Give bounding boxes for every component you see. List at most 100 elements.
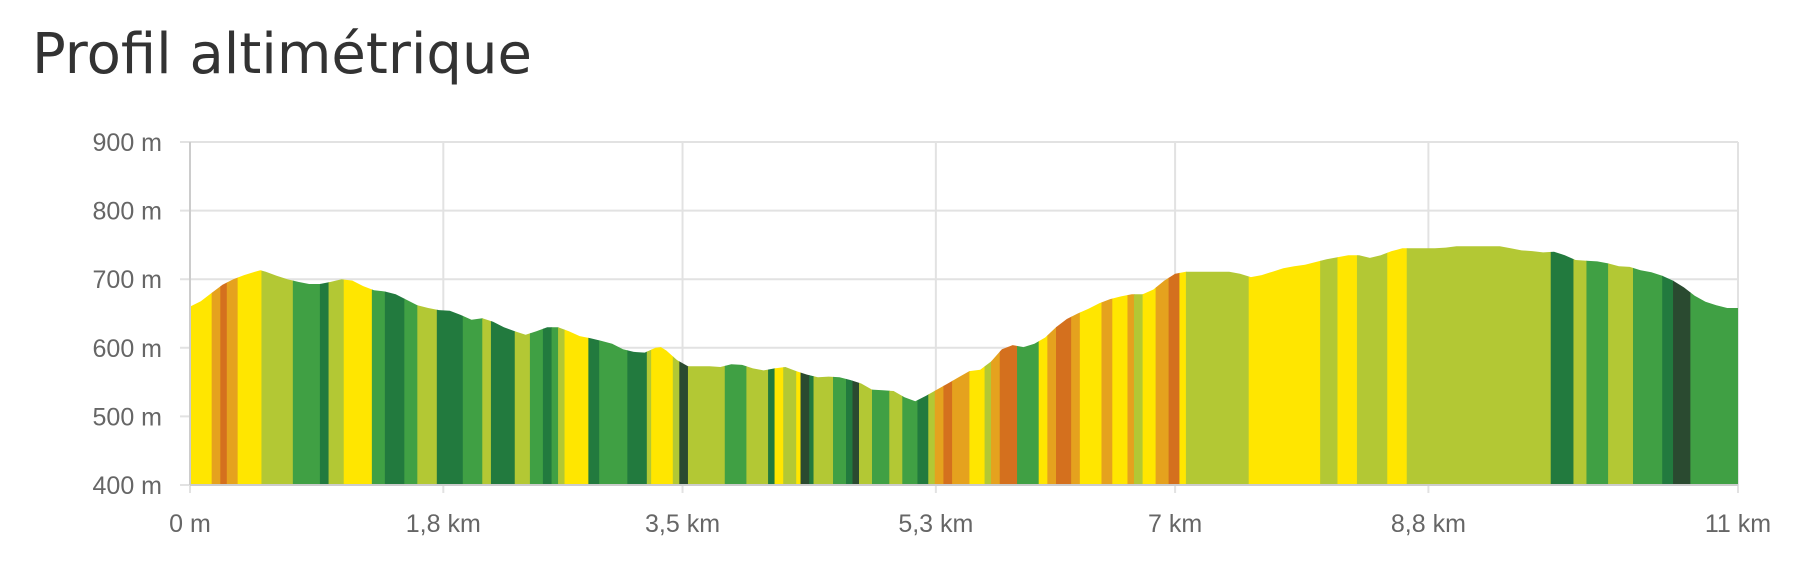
profile-segment-flat bbox=[1608, 246, 1634, 485]
chart-title: Profil altimétrique bbox=[32, 22, 532, 87]
profile-segment-flat bbox=[482, 246, 492, 485]
profile-segment-steep-down bbox=[542, 246, 553, 485]
profile-segment-moderate-up bbox=[237, 246, 263, 485]
profile-segment-moderate-up bbox=[1179, 246, 1187, 485]
profile-segment-steep-up bbox=[226, 246, 239, 485]
profile-segment-very-steep-down bbox=[679, 246, 689, 485]
profile-segment-moderate-up bbox=[190, 246, 213, 485]
profile-segment-steep-up bbox=[1101, 246, 1113, 485]
profile-segment-steep-down bbox=[809, 246, 815, 485]
x-tick-label: 3,5 km bbox=[645, 510, 720, 538]
profile-segment-flat bbox=[1356, 246, 1388, 485]
profile-segment-moderate-up bbox=[1142, 246, 1157, 485]
y-axis-tick-labels: 400 m 500 m 600 m 700 m 800 m 900 m bbox=[93, 129, 162, 500]
profile-segment-moderate-up bbox=[1079, 246, 1103, 485]
profile-segment-moderate-down bbox=[833, 246, 847, 485]
profile-segment-moderate-down bbox=[292, 246, 321, 485]
x-tick-label: 8,8 km bbox=[1391, 510, 1466, 538]
profile-segment-moderate-up bbox=[1112, 246, 1129, 485]
x-tick-label: 1,8 km bbox=[406, 510, 481, 538]
profile-segment-steep-down bbox=[1662, 246, 1674, 485]
profile-segment-steep-down bbox=[846, 246, 854, 485]
profile-segment-steep-down bbox=[917, 246, 929, 485]
profile-segment-flat bbox=[328, 246, 345, 485]
x-axis-tick-labels: 0 m 1,8 km 3,5 km 5,3 km 7 km 8,8 km 11 km bbox=[169, 510, 1771, 538]
profile-segment-steep-up bbox=[991, 246, 1001, 485]
profile-segment-moderate-up bbox=[1248, 246, 1280, 485]
profile-segment-flat bbox=[928, 246, 936, 485]
profile-segment-moderate-down bbox=[462, 246, 483, 485]
profile-segment-moderate-down bbox=[902, 246, 919, 485]
profile-segment-moderate-down bbox=[1690, 246, 1738, 485]
profile-segment-flat bbox=[417, 246, 438, 485]
profile-segment-moderate-up bbox=[564, 246, 589, 485]
profile-segment-flat bbox=[672, 246, 680, 485]
y-tick-label: 800 m bbox=[93, 198, 162, 226]
profile-segment-moderate-down bbox=[724, 246, 748, 485]
profile-segment-steep-down bbox=[1550, 246, 1575, 485]
profile-segment-very-steep-up bbox=[220, 246, 228, 485]
x-tick-label: 0 m bbox=[169, 510, 211, 538]
profile-segment-flat bbox=[1320, 246, 1339, 485]
y-tick-label: 700 m bbox=[93, 266, 162, 294]
profile-segment-moderate-down bbox=[1632, 246, 1663, 485]
y-tick-label: 900 m bbox=[93, 129, 162, 157]
profile-segment-moderate-down bbox=[551, 246, 559, 485]
profile-segment-flat bbox=[889, 246, 903, 485]
profile-segment-very-steep-down bbox=[800, 246, 810, 485]
x-tick-label: 7 km bbox=[1148, 510, 1202, 538]
profile-segment-very-steep-up bbox=[999, 246, 1018, 485]
profile-segment-moderate-down bbox=[529, 246, 544, 485]
profile-segment-moderate-up bbox=[343, 246, 373, 485]
profile-segment-moderate-down bbox=[1017, 246, 1040, 485]
profile-segment-moderate-up bbox=[1279, 246, 1321, 485]
profile-segment-flat bbox=[858, 246, 873, 485]
profile-segment-very-steep-up bbox=[1056, 246, 1072, 485]
profile-segment-moderate-up bbox=[774, 246, 784, 485]
profile-segment-flat bbox=[1133, 246, 1144, 485]
x-tick-label: 5,3 km bbox=[898, 510, 973, 538]
profile-segment-steep-down bbox=[436, 246, 464, 485]
profile-segment-flat bbox=[646, 246, 652, 485]
profile-segment-steep-up bbox=[952, 246, 971, 485]
profile-segment-very-steep-up bbox=[1168, 246, 1181, 485]
profile-segment-flat bbox=[687, 246, 726, 485]
profile-segment-steep-down bbox=[319, 246, 330, 485]
profile-segment-flat bbox=[558, 246, 566, 485]
profile-segment-steep-down bbox=[768, 246, 776, 485]
axes bbox=[189, 142, 1738, 486]
profile-segment-flat bbox=[1573, 246, 1588, 485]
profile-segment-moderate-up bbox=[1387, 246, 1408, 485]
x-tick-label: 11 km bbox=[1705, 510, 1771, 538]
profile-segment-flat bbox=[813, 246, 834, 485]
profile-segment-moderate-down bbox=[404, 246, 418, 485]
profile-segment-moderate-down bbox=[599, 246, 628, 485]
y-tick-label: 400 m bbox=[93, 472, 162, 500]
slope-segments bbox=[190, 246, 1738, 485]
profile-segment-flat bbox=[1185, 246, 1250, 485]
profile-segment-flat bbox=[1406, 246, 1552, 485]
profile-segment-moderate-up bbox=[796, 246, 802, 485]
profile-segment-steep-down bbox=[588, 246, 600, 485]
profile-segment-very-steep-up bbox=[943, 246, 953, 485]
profile-segment-steep-up bbox=[1047, 246, 1057, 485]
profile-segment-very-steep-down bbox=[1673, 246, 1691, 485]
y-tick-label: 600 m bbox=[93, 335, 162, 363]
profile-segment-flat bbox=[984, 246, 992, 485]
profile-segment-steep-up bbox=[211, 246, 221, 485]
profile-segment-moderate-down bbox=[871, 246, 890, 485]
profile-segment-moderate-down bbox=[1586, 246, 1609, 485]
profile-segment-moderate-up bbox=[1038, 246, 1048, 485]
profile-segment-steep-down bbox=[627, 246, 648, 485]
profile-segment-steep-up bbox=[1127, 246, 1135, 485]
profile-segment-steep-down bbox=[490, 246, 516, 485]
profile-segment-steep-up bbox=[1071, 246, 1081, 485]
profile-segment-moderate-up bbox=[969, 246, 986, 485]
profile-segment-moderate-down bbox=[371, 246, 386, 485]
profile-segment-flat bbox=[514, 246, 531, 485]
profile-segment-flat bbox=[746, 246, 769, 485]
y-tick-label: 500 m bbox=[93, 403, 162, 431]
profile-segment-moderate-up bbox=[1337, 246, 1358, 485]
profile-segment-moderate-up bbox=[651, 246, 674, 485]
